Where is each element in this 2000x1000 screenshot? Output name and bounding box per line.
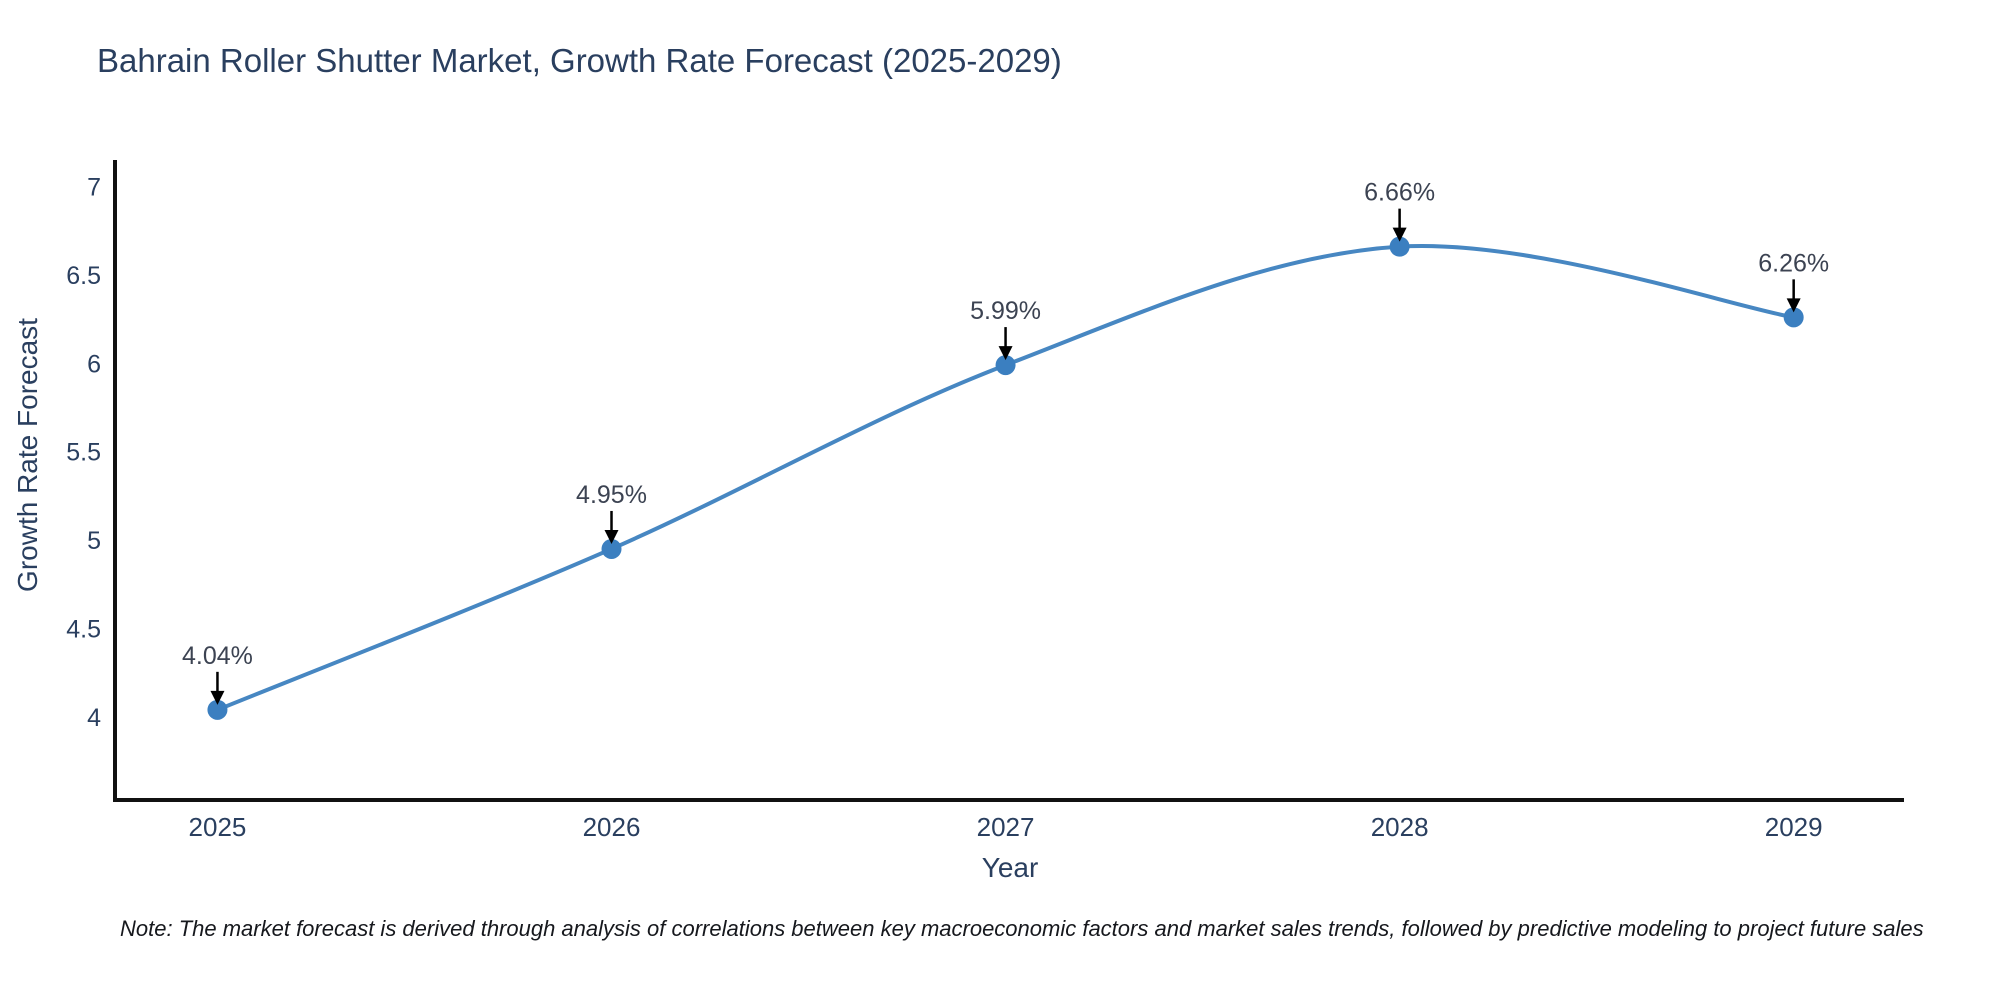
annotation-arrowhead-icon	[1392, 227, 1407, 242]
x-axis-ticks: 2025 2026 2027 2028 2029	[189, 812, 1823, 842]
data-point-marker	[1783, 307, 1804, 328]
x-tick-label: 2025	[189, 812, 247, 842]
point-value-label: 4.04%	[182, 642, 253, 670]
data-point-marker	[207, 699, 228, 720]
x-tick-label: 2029	[1765, 812, 1823, 842]
point-value-label: 6.26%	[1758, 249, 1829, 277]
annotation-arrowhead-icon	[210, 690, 225, 705]
point-annotation: 5.99%	[970, 297, 1041, 361]
y-axis-ticks: 4 4.5 5 5.5 6 6.5 7	[66, 174, 101, 732]
chart-title: Bahrain Roller Shutter Market, Growth Ra…	[97, 42, 1062, 79]
point-value-label: 6.66%	[1364, 179, 1435, 207]
point-annotation: 4.04%	[182, 642, 253, 705]
point-annotations: 4.04% 4.95% 5.99% 6.66% 6.26%	[182, 179, 1829, 705]
annotation-arrowhead-icon	[604, 529, 619, 544]
point-value-label: 5.99%	[970, 297, 1041, 325]
y-tick-label: 4	[87, 704, 101, 732]
y-tick-label: 6.5	[66, 262, 101, 290]
data-points	[207, 236, 1804, 720]
y-tick-label: 7	[87, 174, 101, 202]
y-axis-title: Growth Rate Forecast	[12, 318, 43, 592]
y-tick-label: 6	[87, 350, 101, 378]
data-point-marker	[995, 355, 1016, 376]
annotation-arrowhead-icon	[1786, 298, 1801, 313]
point-annotation: 4.95%	[576, 481, 647, 544]
x-tick-label: 2027	[977, 812, 1035, 842]
annotation-arrowhead-icon	[998, 346, 1013, 361]
methodology-note: Note: The market forecast is derived thr…	[120, 916, 1924, 941]
axis-spines	[113, 160, 1904, 802]
point-value-label: 4.95%	[576, 481, 647, 509]
y-tick-label: 5.5	[66, 439, 101, 467]
point-annotation: 6.26%	[1758, 249, 1829, 313]
data-point-marker	[1389, 236, 1410, 257]
point-annotation: 6.66%	[1364, 179, 1435, 242]
x-tick-label: 2028	[1371, 812, 1429, 842]
y-tick-label: 4.5	[66, 616, 101, 644]
x-tick-label: 2026	[583, 812, 641, 842]
x-axis-title: Year	[981, 852, 1039, 883]
y-tick-label: 5	[87, 527, 101, 555]
data-point-marker	[601, 538, 622, 559]
